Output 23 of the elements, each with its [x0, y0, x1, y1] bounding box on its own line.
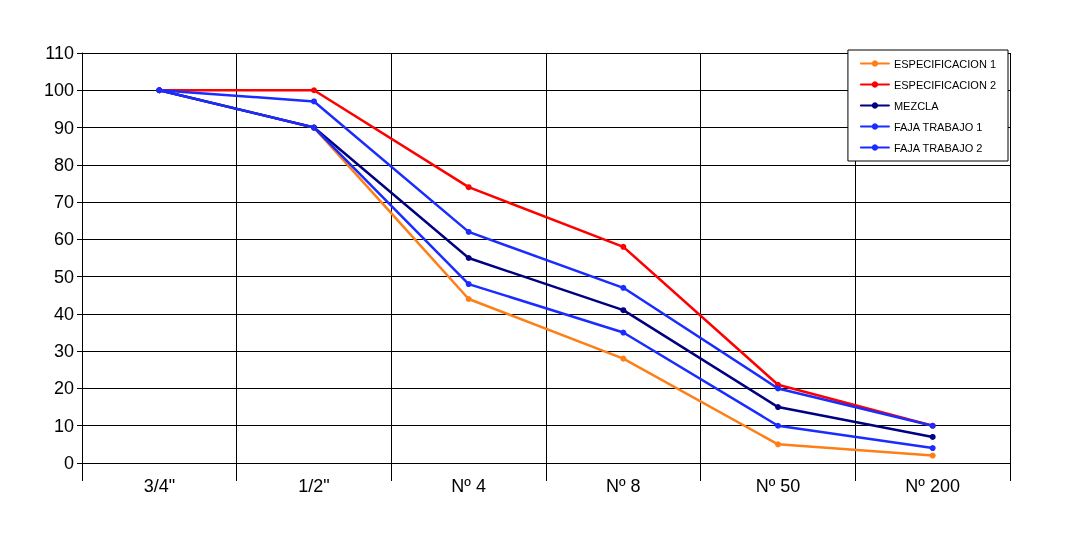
legend-label: FAJA TRABAJO 2 — [893, 141, 983, 154]
x-tick-label: Nº 50 — [755, 476, 801, 496]
y-tick-label: 50 — [53, 266, 74, 287]
legend-label: MEZCLA — [893, 99, 940, 112]
legend-label: ESPECIFICACION 1 — [893, 57, 996, 70]
x-tick-label: Nº 8 — [606, 476, 641, 496]
y-tick-label: 20 — [53, 378, 74, 399]
y-tick-label: 70 — [53, 192, 74, 213]
y-tick-label: 100 — [43, 80, 74, 101]
y-tick-label: 30 — [53, 341, 74, 362]
y-tick-label: 40 — [53, 303, 74, 324]
x-tick-label: Nº 4 — [451, 476, 486, 496]
y-tick-label: 10 — [53, 415, 74, 436]
legend-label: ESPECIFICACION 2 — [893, 78, 996, 91]
x-tick-label: Nº 200 — [905, 476, 960, 496]
y-tick-label: 90 — [53, 117, 74, 138]
y-tick-label: 60 — [53, 229, 74, 250]
y-tick-label: 80 — [53, 154, 74, 175]
legend-label: FAJA TRABAJO 1 — [893, 120, 983, 133]
y-tick-label: 110 — [45, 43, 74, 63]
x-tick-label: 1/2" — [298, 476, 330, 496]
y-tick-label: 0 — [63, 453, 74, 473]
x-tick-label: 3/4" — [143, 476, 176, 496]
